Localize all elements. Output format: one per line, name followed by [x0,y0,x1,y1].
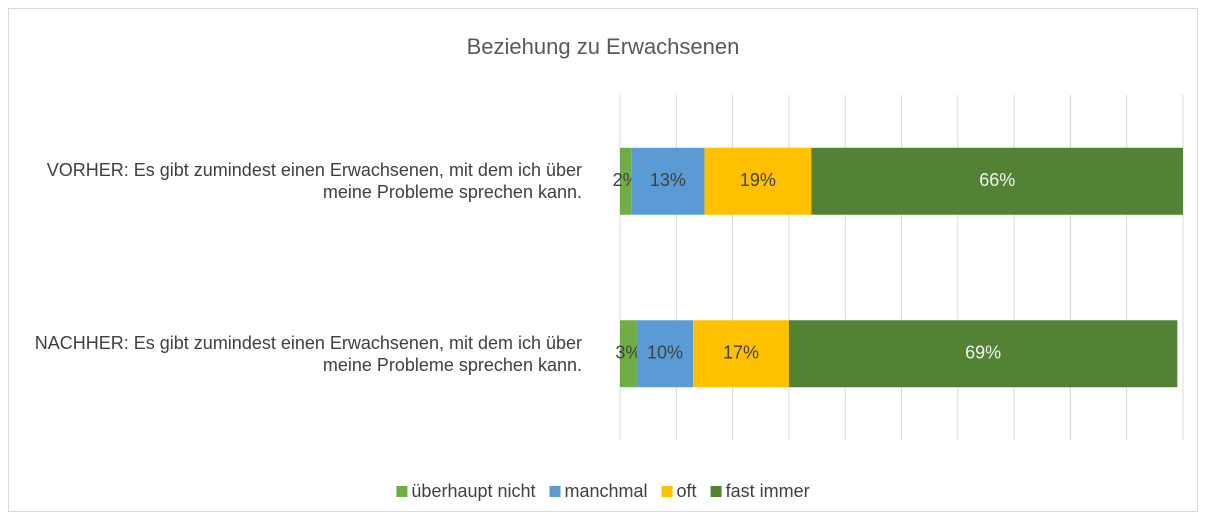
bar-segment [631,147,705,215]
data-label: 13% [650,170,686,190]
bar-segment [620,147,632,215]
data-label: 17% [723,343,759,363]
data-label: 10% [647,343,683,363]
data-label: 66% [979,170,1015,190]
legend-label: manchmal [565,481,648,501]
legend-label: überhaupt nicht [411,481,535,501]
legend-swatch [710,486,722,497]
bar-segment [620,320,637,388]
bar-segment [811,147,1183,215]
chart-title: Beziehung zu Erwachsenen [467,34,740,59]
legend-swatch [661,486,673,497]
legend-label: fast immer [726,481,810,501]
chart-border [8,8,1198,512]
bar-segment [636,320,694,388]
legend-swatch [396,486,408,497]
data-label: 69% [965,343,1001,363]
data-label: 3% [615,343,641,363]
bar-segment [704,147,812,215]
data-label: 19% [740,170,776,190]
legend-label: oft [677,481,697,501]
y-tick-label: VORHER: Es gibt zumindest einen Erwachse… [46,160,582,203]
legend-swatch [549,486,561,497]
y-tick-label: NACHHER: Es gibt zumindest einen Erwachs… [34,332,582,375]
bar-segment [693,320,789,388]
bar-segment [788,320,1178,388]
